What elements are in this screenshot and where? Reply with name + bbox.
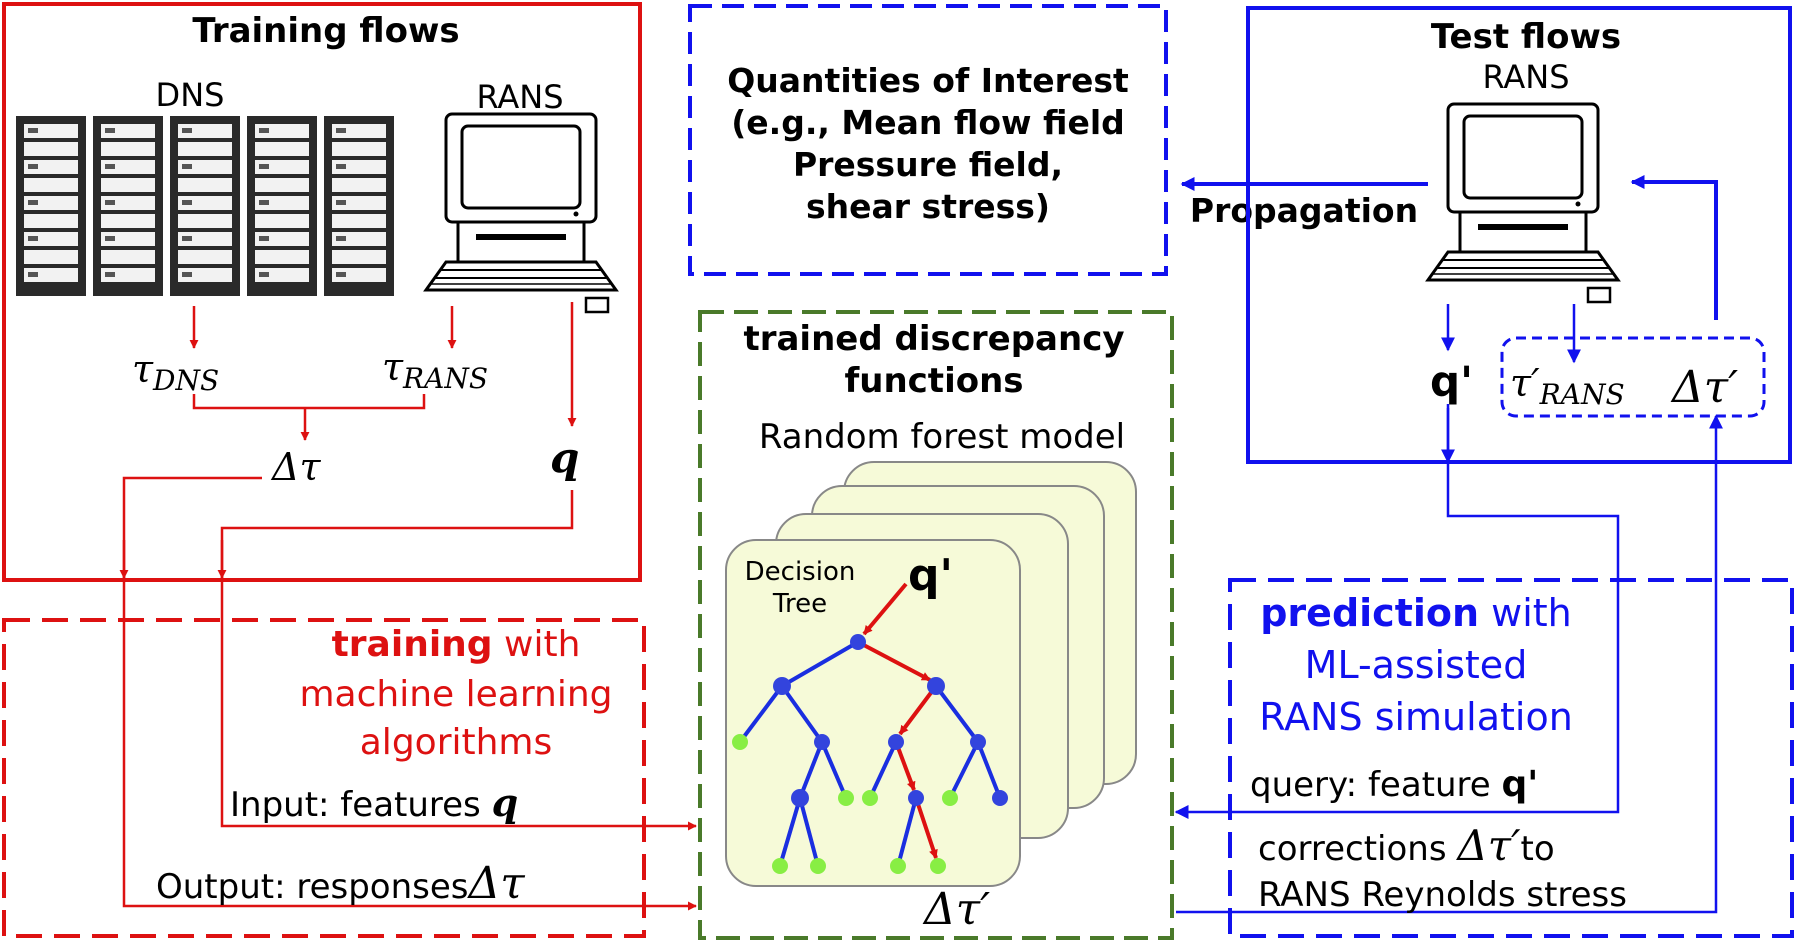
dns-label: DNS [156,76,225,114]
training-subtitle-line3: algorithms [360,722,553,763]
discrepancy-title-line1: trained discrepancy [743,319,1124,359]
correction-wire [1176,414,1723,914]
query-wire [1174,404,1620,819]
prediction-frame [1228,578,1794,938]
training-flows-panel: Training flows DNS RANS τDNS τRANS Δτ q [2,2,642,582]
qoi-frame [688,4,1168,276]
q-features-symbol: q [550,433,579,482]
prediction-title: prediction with [1260,591,1572,635]
prediction-wires [1174,404,1723,914]
decision-tree-label-line2: Tree [772,589,827,619]
decision-tree-icon [732,582,1008,874]
decision-tree-label-line1: Decision [745,557,856,587]
test-flows-title: Test flows [1431,17,1621,57]
corrections-label: corrections Δτ′to [1258,821,1555,870]
propagation-label: Propagation [1190,191,1418,230]
test-flows-frame [1246,6,1792,464]
correction-feedback-arrow [1630,175,1718,320]
query-feature-label: query: feature q' [1250,764,1538,805]
qoi-line-2: (e.g., Mean flow field [731,103,1125,142]
response-wire [122,476,697,911]
discrepancy-frame [698,310,1174,940]
test-delta-tau-prime-symbol: Δτ′ [1670,362,1738,413]
training-wires [119,476,697,911]
training-ml-frame [2,618,646,938]
qoi-line-1: Quantities of Interest [727,61,1129,100]
rans-computer-icon [424,112,618,314]
discrepancy-panel: trained discrepancy functions Random for… [698,310,1174,940]
test-flows-panel: Test flows RANS q' τ′RANS Δτ′ [1246,6,1792,464]
discrepancy-title-line2: functions [844,361,1023,401]
prediction-panel: prediction with ML-assisted RANS simulat… [1228,578,1794,938]
tau-dns-symbol: τDNS [132,347,219,397]
qoi-line-3: Pressure field, [793,145,1063,184]
qoi-line-4: shear stress) [806,187,1050,226]
training-ml-panel: training with machine learning algorithm… [2,618,646,938]
training-flows-frame [2,2,642,582]
random-forest-label: Random forest model [759,417,1125,457]
training-flows-title: Training flows [192,11,459,51]
test-outputs-frame [1500,336,1766,418]
output-responses-label: Output: responsesΔτ [156,858,525,909]
test-rans-computer-icon [1426,102,1620,304]
tau-rans-symbol: τRANS [382,345,488,395]
delta-tau-symbol: Δτ [270,445,321,489]
training-title: training with [332,624,581,665]
rans-reynolds-stress-label: RANS Reynolds stress [1258,875,1627,915]
tau-difference-bracket [192,394,426,410]
random-forest-cards [725,461,1137,887]
tree-delta-tau-prime-symbol: Δτ′ [922,884,990,935]
tree-q-prime-symbol: q' [908,550,953,601]
dns-server-racks-icon [16,116,394,296]
prediction-subtitle-line2: ML-assisted [1305,643,1528,687]
rans-label: RANS [476,78,563,116]
feature-wire [220,490,697,831]
training-subtitle-line2: machine learning [299,674,612,715]
tree-card-1 [725,539,1021,887]
qoi-panel: Quantities of Interest (e.g., Mean flow … [688,4,1168,276]
test-rans-label: RANS [1482,58,1569,96]
test-q-prime-symbol: q' [1430,357,1473,406]
input-features-label: Input: features q [230,780,518,825]
test-tau-prime-rans-symbol: τ′RANS [1510,361,1625,411]
prediction-subtitle-line3: RANS simulation [1259,695,1573,739]
